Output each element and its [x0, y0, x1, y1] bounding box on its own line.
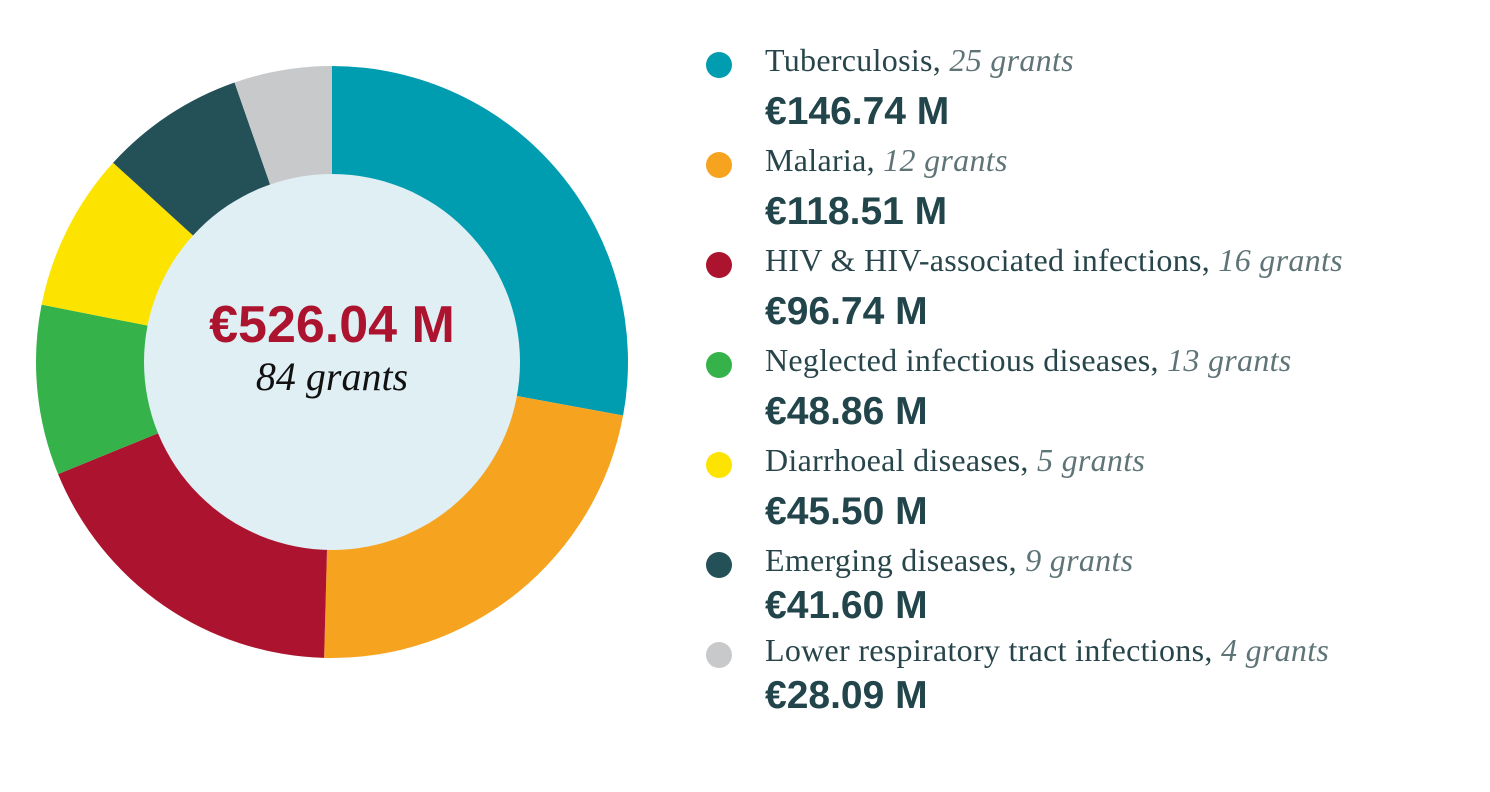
legend-value: €48.86 M — [765, 390, 928, 433]
legend-item: HIV & HIV-associated infections, 16 gran… — [706, 240, 1466, 340]
total-amount: €526.04 M — [209, 296, 455, 354]
legend-item: Diarrhoeal diseases, 5 grants €45.50 M — [706, 440, 1466, 540]
legend-swatch — [706, 452, 732, 478]
legend-value: €96.74 M — [765, 290, 928, 333]
legend-label: Diarrhoeal diseases, 5 grants — [765, 442, 1146, 478]
legend-swatch — [706, 52, 732, 78]
legend-swatch — [706, 252, 732, 278]
legend: Tuberculosis, 25 grants €146.74 M Malari… — [706, 40, 1466, 720]
legend-value: €41.60 M — [765, 584, 928, 627]
legend-item: Malaria, 12 grants €118.51 M — [706, 140, 1466, 240]
legend-label: Lower respiratory tract infections, 4 gr… — [765, 632, 1330, 668]
legend-value: €28.09 M — [765, 674, 928, 717]
legend-label: Neglected infectious diseases, 13 grants — [765, 342, 1292, 378]
legend-label: Tuberculosis, 25 grants — [765, 42, 1074, 78]
donut-center — [144, 174, 520, 550]
legend-value: €146.74 M — [765, 90, 950, 133]
legend-swatch — [706, 552, 732, 578]
donut-chart: €526.04 M 84 grants — [35, 66, 628, 658]
legend-item: Neglected infectious diseases, 13 grants… — [706, 340, 1466, 440]
total-grants: 84 grants — [256, 354, 408, 399]
legend-swatch — [706, 152, 732, 178]
legend-swatch — [706, 352, 732, 378]
legend-swatch — [706, 642, 732, 668]
legend-label: Emerging diseases, 9 grants — [765, 542, 1134, 578]
legend-item: Lower respiratory tract infections, 4 gr… — [706, 630, 1466, 720]
legend-item: Emerging diseases, 9 grants €41.60 M — [706, 540, 1466, 630]
legend-item: Tuberculosis, 25 grants €146.74 M — [706, 40, 1466, 140]
legend-label: Malaria, 12 grants — [765, 142, 1008, 178]
legend-value: €118.51 M — [765, 190, 948, 233]
legend-value: €45.50 M — [765, 490, 928, 533]
legend-label: HIV & HIV-associated infections, 16 gran… — [765, 242, 1343, 278]
